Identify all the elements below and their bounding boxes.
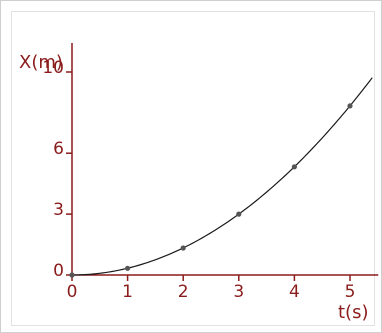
x-axis-label: t(s) bbox=[338, 302, 368, 323]
x-tick-label: 5 bbox=[345, 282, 356, 302]
data-point bbox=[236, 211, 242, 217]
x-tick-label: 4 bbox=[289, 282, 300, 302]
data-point bbox=[69, 272, 75, 278]
chart-frame bbox=[11, 11, 375, 326]
data-point bbox=[291, 164, 297, 170]
y-tick-label: 6 bbox=[53, 139, 64, 159]
y-tick-label: 10 bbox=[42, 58, 64, 78]
y-tick-label: 0 bbox=[53, 261, 64, 281]
data-point bbox=[125, 265, 131, 271]
x-tick-label: 0 bbox=[67, 282, 78, 302]
y-tick-label: 3 bbox=[53, 200, 64, 220]
data-point bbox=[347, 103, 353, 109]
x-tick-label: 1 bbox=[122, 282, 133, 302]
x-tick-label: 3 bbox=[233, 282, 244, 302]
series-line bbox=[71, 77, 373, 276]
x-tick-label: 2 bbox=[178, 282, 189, 302]
y-axis-label: X(m) bbox=[19, 52, 63, 73]
data-point bbox=[180, 245, 186, 251]
